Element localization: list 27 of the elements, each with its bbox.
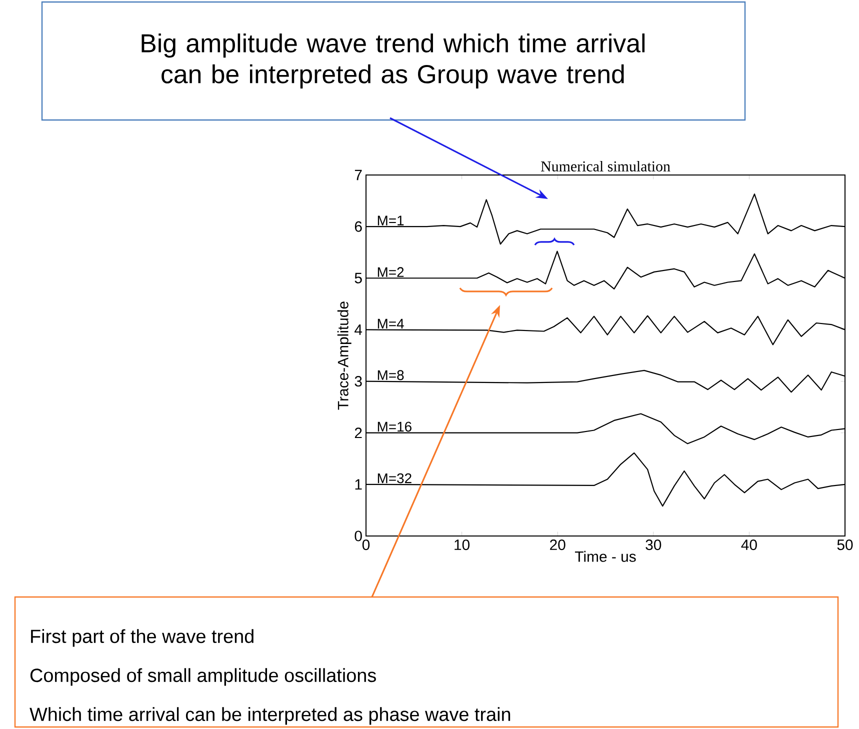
y-tick-label: 5 — [354, 272, 362, 284]
text: Composed of small amplitude oscillations — [30, 668, 376, 686]
y-tick-label: 7 — [354, 170, 362, 180]
series-label: M=4 — [378, 318, 404, 328]
x-tick-label: 10 — [454, 540, 470, 550]
x-tick-label: 30 — [646, 540, 662, 550]
x-tick-label: 40 — [741, 540, 757, 550]
series-label: M=8 — [378, 370, 404, 380]
x-tick-label: 50 — [837, 540, 853, 550]
y-tick-label: 4 — [354, 324, 362, 335]
chart-title: Numerical simulation — [540, 160, 670, 172]
text: Which time arrival can be interpreted as phase wave train — [30, 707, 510, 725]
series-label: M=32 — [378, 473, 412, 484]
y-tick-label: 3 — [354, 376, 362, 387]
series-label: M=1 — [378, 216, 404, 226]
text: First part of the wave trend — [31, 629, 254, 647]
y-tick-label: 2 — [354, 428, 362, 438]
y-tick-label: 0 — [354, 530, 362, 542]
text: Big amplitude wave trend which time arrival can be interpreted as Group wave trend — [142, 33, 645, 88]
x-tick-label: 20 — [550, 540, 566, 550]
x-tick-label: 0 — [362, 540, 370, 550]
y-tick-label: 6 — [354, 221, 362, 232]
series-label: M=2 — [378, 267, 404, 277]
series-label: M=16 — [378, 422, 412, 432]
y-axis-title: Trace-Amplitude — [337, 302, 352, 410]
y-tick-label: 1 — [355, 479, 362, 490]
x-axis-title: Time - us — [574, 550, 636, 562]
